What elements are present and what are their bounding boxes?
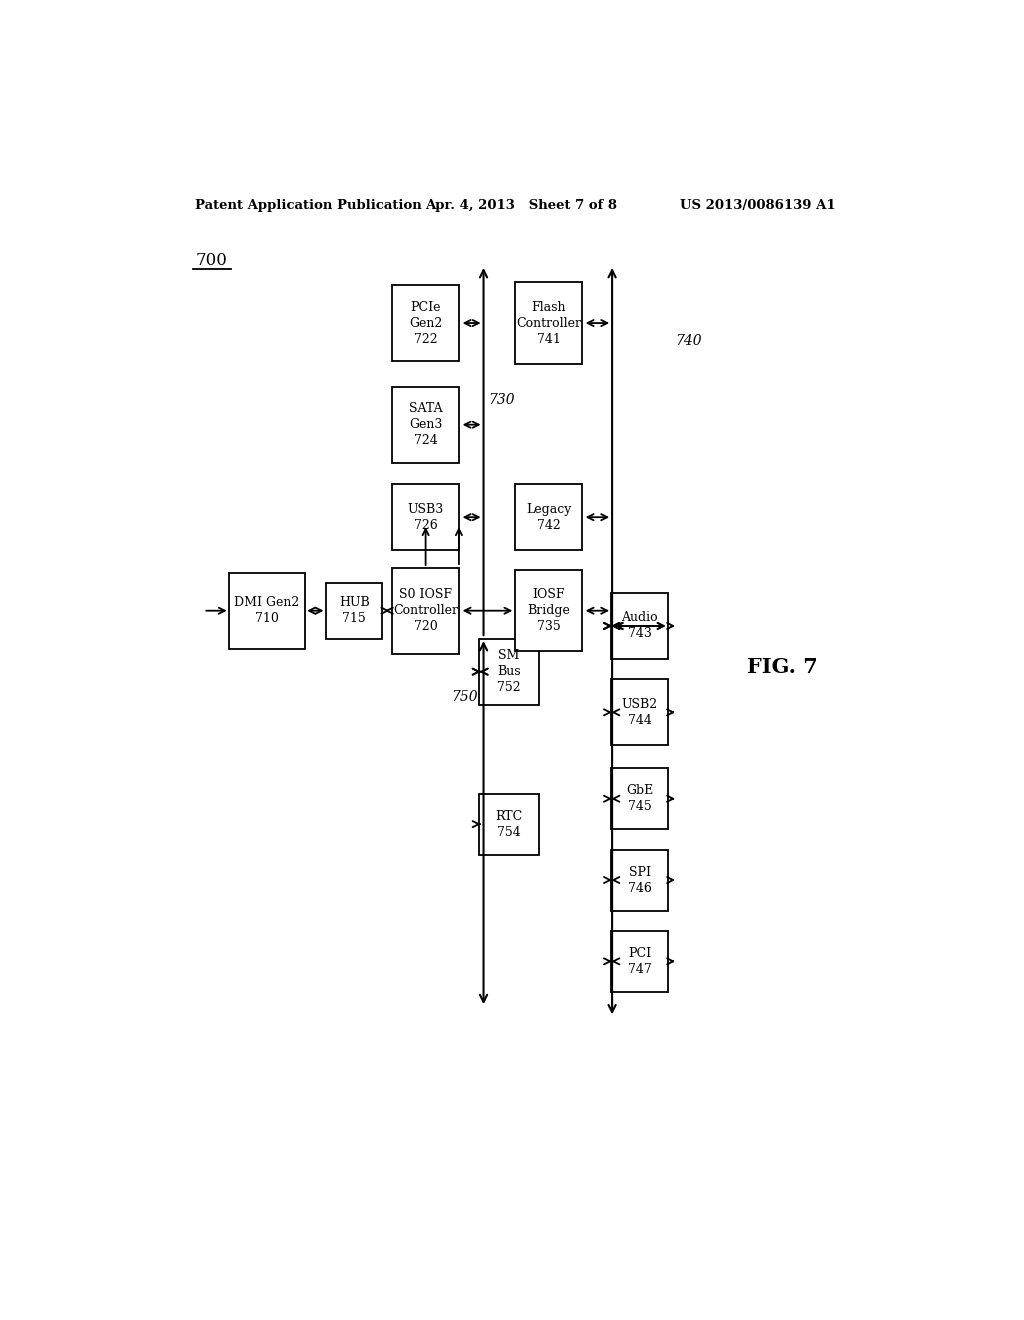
Text: PCIe
Gen2
722: PCIe Gen2 722 [409, 301, 442, 346]
Bar [229, 573, 304, 649]
Text: SPI
746: SPI 746 [628, 866, 652, 895]
Bar [392, 568, 460, 653]
Text: SATA
Gen3
724: SATA Gen3 724 [409, 403, 442, 447]
Text: RTC
754: RTC 754 [496, 809, 522, 838]
Text: Legacy
742: Legacy 742 [526, 503, 571, 532]
Text: 740: 740 [676, 334, 702, 348]
Text: DMI Gen2
710: DMI Gen2 710 [234, 597, 299, 626]
Bar [515, 570, 583, 651]
Text: HUB
715: HUB 715 [339, 597, 370, 626]
Bar [611, 593, 669, 659]
Text: 700: 700 [196, 252, 227, 268]
Bar [392, 484, 460, 550]
Text: Flash
Controller
741: Flash Controller 741 [516, 301, 581, 346]
Text: US 2013/0086139 A1: US 2013/0086139 A1 [680, 199, 836, 213]
Bar [515, 484, 583, 550]
Bar [327, 582, 382, 639]
Text: Apr. 4, 2013   Sheet 7 of 8: Apr. 4, 2013 Sheet 7 of 8 [426, 199, 617, 213]
Text: FIG. 7: FIG. 7 [748, 656, 818, 677]
Text: PCI
747: PCI 747 [628, 946, 651, 975]
Bar [515, 282, 583, 364]
Bar [479, 793, 539, 854]
Bar [611, 931, 669, 991]
Bar [611, 680, 669, 746]
Bar [611, 850, 669, 911]
Text: USB3
726: USB3 726 [408, 503, 443, 532]
Text: Audio
743: Audio 743 [622, 611, 658, 640]
Text: SM
Bus
752: SM Bus 752 [497, 649, 521, 694]
Bar [479, 639, 539, 705]
Text: 750: 750 [452, 690, 478, 704]
Bar [392, 285, 460, 362]
Text: IOSF
Bridge
735: IOSF Bridge 735 [527, 589, 570, 634]
Text: Patent Application Publication: Patent Application Publication [196, 199, 422, 213]
Text: USB2
744: USB2 744 [622, 698, 658, 727]
Text: 730: 730 [488, 393, 515, 408]
Bar [611, 768, 669, 829]
Text: GbE
745: GbE 745 [627, 784, 653, 813]
Bar [392, 387, 460, 463]
Text: S0 IOSF
Controller
720: S0 IOSF Controller 720 [393, 589, 458, 634]
